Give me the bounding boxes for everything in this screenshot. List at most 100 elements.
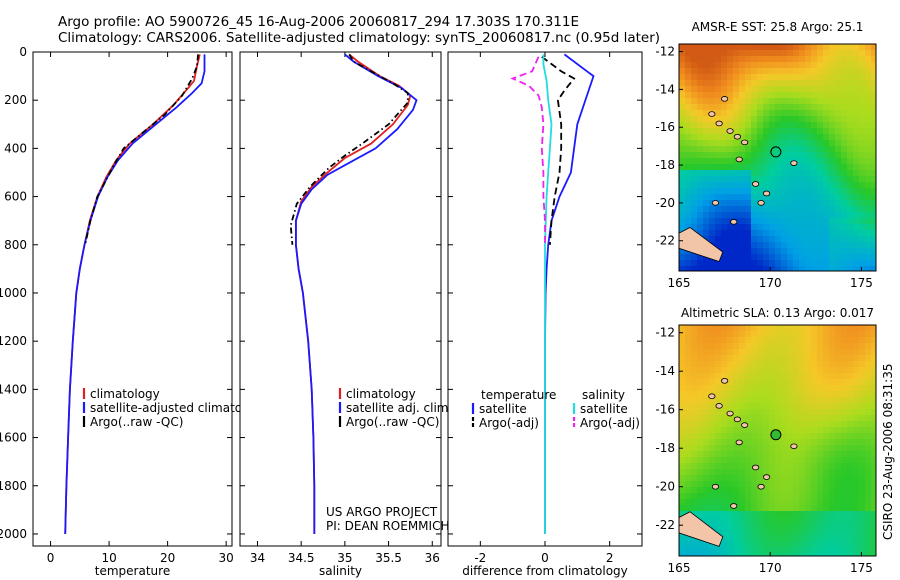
map-y-tick-label: -18 <box>655 158 675 172</box>
plot-frame <box>32 51 233 547</box>
island-shape <box>708 393 716 400</box>
island-shape <box>757 483 765 490</box>
island-shape <box>757 200 765 206</box>
figure-title-line1: Argo profile: AO 5900726_45 16-Aug-2006 … <box>58 14 580 30</box>
island-shape <box>715 403 723 409</box>
map-x-tick-label: 170 <box>759 561 782 575</box>
map-title: AMSR-E SST: 25.8 Argo: 25.1 <box>692 20 864 34</box>
x-tick-label: 34.5 <box>288 551 315 565</box>
legend-label: satellite-adjusted climatology <box>90 401 268 415</box>
x-tick-label: 0 <box>541 551 549 565</box>
map-y-tick-label: -14 <box>655 82 675 96</box>
profile-panel-1: 0 10 20 30 0 200 400 600 800 1000 1200 1400 1600 1800… <box>0 45 268 578</box>
map-y-tick-label: -16 <box>655 120 675 134</box>
argo-location-marker <box>770 146 782 158</box>
island-shape <box>752 464 760 471</box>
island-shape <box>762 474 771 480</box>
y-tick-label: 200 <box>4 93 27 107</box>
x-tick-label: 36 <box>425 551 440 565</box>
new-caledonia-shape <box>679 511 724 547</box>
map-x-tick-label: 175 <box>850 561 873 575</box>
map-y-tick-label: -20 <box>655 196 675 210</box>
series-line-satellite <box>542 54 553 534</box>
x-axis-label: difference from climatology <box>462 564 628 578</box>
timestamp-stamp: CSIRO 23-Aug-2006 08:31:35 <box>881 363 895 540</box>
legend-label: satellite adj. clim. <box>346 401 452 415</box>
legend-label: climatology <box>90 387 160 401</box>
plot-frame <box>239 51 442 547</box>
island-shape <box>721 378 729 384</box>
map-y-tick-label: -16 <box>655 403 675 417</box>
series-line-argo-adj- <box>510 56 546 245</box>
x-axis-label: salinity <box>319 564 362 578</box>
island-shape <box>762 190 771 197</box>
map-y-tick-label: -12 <box>655 45 675 59</box>
project-note-line: US ARGO PROJECT <box>326 505 438 519</box>
map-x-tick-label: 165 <box>668 276 691 290</box>
legend-label: salinity <box>582 388 625 402</box>
map-x-tick-label: 175 <box>850 276 873 290</box>
y-tick-label: 1200 <box>0 334 27 348</box>
x-tick-label: 2 <box>606 551 614 565</box>
legend-label: climatology <box>346 387 416 401</box>
x-tick-label: -2 <box>474 551 486 565</box>
island-shape <box>715 120 723 127</box>
map-field <box>679 44 876 271</box>
series-line-argo-raw-qc- <box>289 53 409 245</box>
map-field <box>679 325 876 556</box>
map-y-tick-label: -22 <box>655 234 675 248</box>
new-caledonia-shape <box>679 227 724 263</box>
island-shape <box>735 439 743 446</box>
island-shape <box>726 128 734 134</box>
map-panel-1: AMSR-E SST: 25.8 Argo: 25.1 165 170 175 -12 -… <box>655 20 877 290</box>
y-tick-label: 2000 <box>0 527 27 541</box>
island-shape <box>735 156 743 163</box>
island-shape <box>711 483 720 490</box>
map-panel-2: Altimetric SLA: 0.13 Argo: 0.017 165 170 17… <box>655 306 877 575</box>
map-frame <box>678 324 877 557</box>
map-y-tick-label: -18 <box>655 441 675 455</box>
island-shape <box>733 133 741 140</box>
argo-location-marker <box>770 429 782 441</box>
x-axis-label: temperature <box>95 564 170 578</box>
x-tick-label: 35 <box>337 551 352 565</box>
legend-label: Argo(..raw -QC) <box>90 415 183 429</box>
legend-label: Argo(-adj) <box>479 416 539 430</box>
map-y-tick-label: -14 <box>655 364 675 378</box>
y-tick-label: 1000 <box>0 286 27 300</box>
map-y-tick-label: -20 <box>655 480 675 494</box>
y-tick-label: 600 <box>4 190 27 204</box>
map-x-tick-label: 165 <box>668 561 691 575</box>
x-tick-label: 30 <box>219 551 234 565</box>
island-shape <box>730 503 738 509</box>
island-shape <box>721 96 729 102</box>
legend-label: satellite <box>580 402 628 416</box>
island-shape <box>711 200 720 206</box>
island-shape <box>733 416 741 423</box>
island-shape <box>726 410 734 417</box>
island-shape <box>752 181 760 187</box>
y-tick-label: 1800 <box>0 479 27 493</box>
figure-title-line2: Climatology: CARS2006. Satellite-adjuste… <box>58 30 661 46</box>
x-tick-label: 10 <box>101 551 116 565</box>
map-title: Altimetric SLA: 0.13 Argo: 0.017 <box>681 306 874 320</box>
y-tick-label: 1400 <box>0 382 27 396</box>
x-tick-label: 0 <box>47 551 55 565</box>
profile-panel-2: 34 34.5 35 35.5 36 salinity climatologysatelli… <box>239 51 452 578</box>
series-line-argo-raw-qc- <box>84 54 199 245</box>
island-shape <box>741 422 749 428</box>
project-note-line: PI: DEAN ROEMMICH <box>326 519 449 533</box>
y-tick-label: 400 <box>4 141 27 155</box>
map-frame <box>678 43 877 272</box>
legend-label: satellite <box>479 402 527 416</box>
series-line-argo-adj- <box>541 56 576 245</box>
island-shape <box>741 139 749 146</box>
island-shape <box>708 111 716 117</box>
x-tick-label: 34 <box>250 551 265 565</box>
x-tick-label: 20 <box>160 551 175 565</box>
legend-label: Argo(-adj) <box>580 416 640 430</box>
y-tick-label: 800 <box>4 238 27 252</box>
map-y-tick-label: -22 <box>655 518 675 532</box>
legend-label: temperature <box>481 388 556 402</box>
